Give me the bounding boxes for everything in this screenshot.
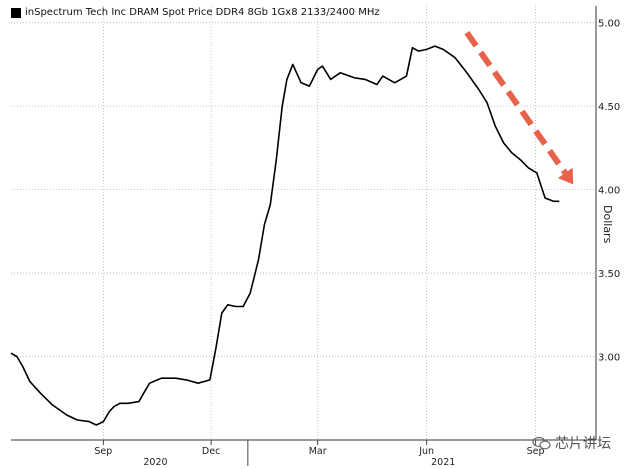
y-tick-label: 4.50	[598, 102, 620, 113]
x-tick-label: Dec	[202, 446, 220, 457]
grid-layer	[11, 6, 596, 440]
x-year-label: 2020	[143, 457, 167, 468]
wechat-logo-icon	[532, 436, 551, 450]
legend-label: inSpectrum Tech Inc DRAM Spot Price DDR4…	[25, 7, 380, 18]
y-axis-label: Dollars	[601, 205, 614, 244]
price-line	[10, 45, 560, 426]
trend-arrow-shaft	[464, 30, 568, 175]
watermark: 芯片讲坛	[531, 433, 611, 453]
trend-arrow-head	[557, 167, 574, 185]
y-tick-label: 4.00	[598, 186, 620, 197]
watermark-text: 芯片讲坛	[555, 436, 611, 452]
y-tick-label: 5.00	[598, 19, 620, 30]
x-tick-label: Sep	[527, 446, 545, 457]
x-tick-label: Jun	[418, 446, 434, 457]
axis-layer: 3.00 3.50 4.00 4.50 5.00 Sep Dec Mar Jun Sep 2020 2…	[11, 6, 620, 468]
x-year-label: 2021	[431, 457, 455, 468]
annotation-layer	[464, 30, 574, 185]
y-tick-label: 3.50	[598, 269, 620, 280]
legend-swatch	[11, 7, 21, 18]
x-tick-label: Sep	[94, 446, 112, 457]
series-layer	[10, 45, 560, 426]
y-tick-label: 3.00	[598, 353, 620, 364]
x-tick-label: Mar	[309, 446, 327, 457]
legend: inSpectrum Tech Inc DRAM Spot Price DDR4…	[11, 7, 380, 18]
